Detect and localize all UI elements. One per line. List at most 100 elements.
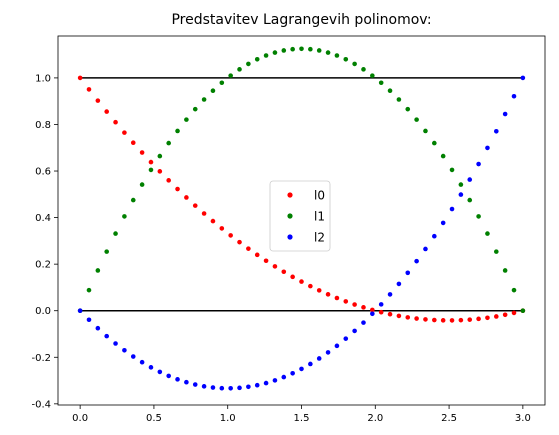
data-point (157, 153, 163, 159)
data-point (343, 56, 349, 62)
data-point (290, 274, 295, 280)
data-point (122, 347, 127, 353)
data-point (254, 382, 260, 388)
data-point (308, 361, 313, 367)
y-tick-label: 0.4 (35, 213, 51, 224)
data-point (502, 312, 508, 318)
data-point (130, 354, 136, 359)
x-tick-label: 2.0 (367, 413, 383, 424)
data-point (334, 295, 340, 301)
data-point (281, 48, 287, 53)
data-point (334, 53, 340, 58)
y-tick-label: -0.2 (31, 353, 51, 364)
data-point (95, 98, 101, 103)
data-point (396, 281, 402, 287)
data-point (290, 370, 295, 376)
data-point (272, 50, 278, 55)
data-point (414, 316, 419, 321)
data-point (228, 385, 233, 391)
data-point (449, 206, 455, 212)
data-point (370, 307, 375, 313)
data-point (210, 88, 216, 94)
data-point (263, 380, 269, 386)
data-point (104, 333, 109, 339)
data-point (432, 140, 437, 146)
data-point (104, 109, 109, 114)
data-point (458, 192, 464, 197)
data-point (219, 226, 225, 231)
data-point (166, 140, 171, 146)
legend-box (269, 180, 331, 252)
data-point (139, 182, 145, 187)
data-point (281, 374, 287, 380)
data-point (343, 299, 349, 304)
x-tick-label: 1.0 (220, 413, 236, 424)
data-point (396, 97, 402, 102)
data-point (378, 80, 384, 86)
data-point (423, 246, 428, 252)
data-point (325, 50, 331, 55)
data-point (387, 292, 393, 297)
data-point (520, 308, 526, 314)
data-point (148, 167, 154, 173)
legend-marker (287, 213, 293, 219)
data-point (423, 317, 428, 322)
x-tick-label: 2.5 (441, 413, 457, 424)
data-point (130, 197, 136, 203)
data-point (352, 61, 357, 67)
data-point (449, 318, 455, 323)
data-point (219, 385, 225, 391)
data-point (166, 178, 171, 183)
series-l2 (77, 75, 526, 391)
data-point (192, 382, 198, 387)
series-l1 (77, 46, 526, 314)
data-point (157, 369, 163, 375)
x-tick-label: 3.0 (515, 413, 531, 424)
data-point (77, 308, 83, 314)
data-point (104, 249, 109, 254)
data-point (467, 197, 473, 203)
y-tick-label: 0.8 (35, 120, 51, 131)
data-point (414, 258, 419, 264)
data-point (184, 117, 189, 122)
data-point (201, 384, 207, 389)
data-point (290, 46, 295, 52)
data-point (77, 75, 83, 81)
data-point (352, 302, 357, 307)
data-point (476, 316, 481, 322)
data-point (210, 218, 216, 224)
data-point (432, 317, 437, 323)
data-point (272, 264, 278, 269)
data-point (308, 46, 313, 52)
data-point (440, 153, 446, 159)
data-point (370, 73, 375, 78)
data-point (361, 67, 366, 72)
data-point (325, 292, 331, 297)
data-point (405, 106, 411, 112)
data-point (316, 48, 322, 53)
data-point (148, 365, 154, 370)
data-point (485, 231, 490, 236)
data-point (440, 220, 446, 226)
x-tick-label: 1.5 (294, 413, 310, 424)
data-point (396, 313, 402, 319)
data-point (325, 350, 331, 355)
y-tick-label: 0.2 (35, 260, 51, 271)
data-point (254, 252, 260, 258)
data-point (237, 239, 242, 245)
data-point (148, 159, 154, 165)
data-point (113, 341, 118, 346)
legend-label: l1 (314, 210, 325, 224)
data-point (511, 310, 517, 316)
y-tick-label: -0.4 (31, 399, 51, 410)
data-point (95, 268, 101, 273)
data-point (308, 283, 313, 289)
data-point (95, 325, 101, 331)
x-tick-label: 0.0 (72, 413, 88, 424)
legend-marker (287, 192, 293, 198)
data-point (334, 343, 340, 349)
data-point (122, 214, 127, 219)
legend-label: l2 (314, 231, 325, 245)
data-point (228, 73, 233, 78)
data-point (175, 128, 180, 134)
